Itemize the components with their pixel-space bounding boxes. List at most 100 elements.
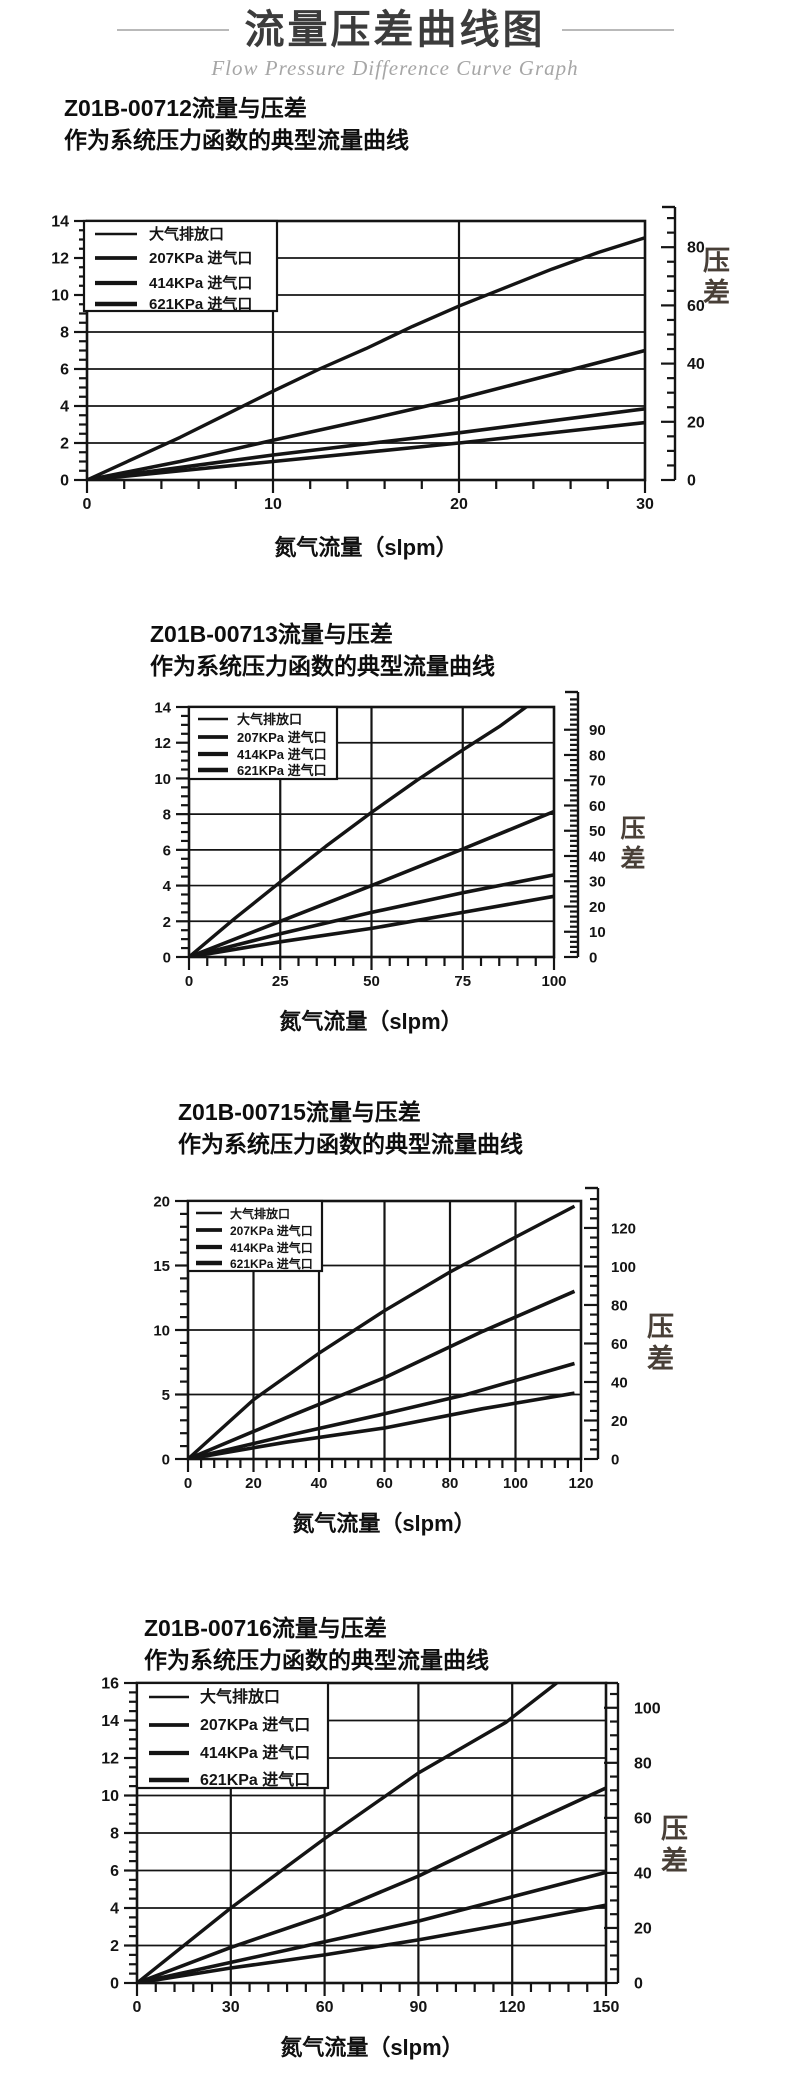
- svg-text:10: 10: [101, 1788, 119, 1805]
- svg-text:20: 20: [153, 1194, 170, 1211]
- chart2-subtitle: 作为系统压力函数的典型流量曲线: [150, 653, 495, 679]
- svg-text:0: 0: [634, 1976, 643, 1993]
- chart3-subtitle: 作为系统压力函数的典型流量曲线: [178, 1131, 523, 1157]
- svg-text:50: 50: [589, 823, 606, 840]
- svg-text:4: 4: [60, 399, 69, 416]
- svg-text:8: 8: [163, 807, 171, 824]
- svg-text:大气排放口: 大气排放口: [230, 1206, 290, 1221]
- svg-text:70: 70: [589, 773, 606, 790]
- svg-text:621KPa 进气口: 621KPa 进气口: [230, 1256, 313, 1271]
- chart3-title: Z01B-00715流量与压差: [178, 1099, 421, 1125]
- svg-text:120: 120: [499, 1999, 526, 2016]
- svg-text:2: 2: [110, 1938, 119, 1955]
- svg-text:40: 40: [589, 848, 606, 865]
- svg-text:30: 30: [222, 1999, 240, 2016]
- chart4-subtitle: 作为系统压力函数的典型流量曲线: [144, 1647, 489, 1673]
- chart1-x-axis-caption: 氮气流量（slpm）: [274, 535, 458, 560]
- svg-text:100: 100: [503, 1475, 528, 1492]
- svg-text:0: 0: [687, 473, 696, 490]
- svg-text:414KPa 进气口: 414KPa 进气口: [237, 747, 327, 762]
- svg-text:16: 16: [101, 1676, 119, 1693]
- svg-text:20: 20: [450, 496, 468, 513]
- svg-text:80: 80: [634, 1755, 652, 1772]
- svg-text:120: 120: [611, 1220, 636, 1237]
- svg-text:5: 5: [162, 1387, 170, 1404]
- svg-text:40: 40: [611, 1374, 628, 1391]
- svg-text:0: 0: [163, 950, 171, 967]
- svg-text:0: 0: [589, 950, 597, 967]
- header-rule-left: [116, 29, 229, 31]
- chart2-title-block: Z01B-00713流量与压差 作为系统压力函数的典型流量曲线: [150, 618, 495, 682]
- chart2-title: Z01B-00713流量与压差: [150, 621, 393, 647]
- svg-text:414KPa 进气口: 414KPa 进气口: [149, 274, 252, 292]
- svg-text:60: 60: [611, 1336, 628, 1353]
- svg-text:0: 0: [110, 1976, 119, 1993]
- svg-text:30: 30: [636, 496, 654, 513]
- svg-text:10: 10: [153, 1323, 170, 1340]
- svg-text:2: 2: [163, 914, 171, 931]
- svg-text:100: 100: [634, 1700, 661, 1717]
- page-title: 流量压差曲线图: [244, 8, 546, 52]
- svg-text:621KPa 进气口: 621KPa 进气口: [200, 1770, 310, 1789]
- svg-text:0: 0: [185, 973, 193, 990]
- svg-text:60: 60: [316, 1999, 334, 2016]
- chart1-title: Z01B-00712流量与压差: [64, 95, 307, 121]
- svg-text:0: 0: [60, 473, 69, 490]
- svg-text:0: 0: [162, 1452, 170, 1469]
- svg-text:2: 2: [60, 436, 69, 453]
- svg-text:12: 12: [154, 735, 171, 752]
- page-subtitle: Flow Pressure Difference Curve Graph: [211, 56, 579, 80]
- svg-text:0: 0: [83, 496, 92, 513]
- svg-text:6: 6: [60, 362, 69, 379]
- svg-text:120: 120: [568, 1475, 593, 1492]
- svg-text:20: 20: [245, 1475, 262, 1492]
- svg-text:414KPa 进气口: 414KPa 进气口: [200, 1743, 310, 1762]
- svg-text:80: 80: [589, 747, 606, 764]
- header-rule-right: [561, 29, 674, 31]
- svg-text:0: 0: [184, 1475, 192, 1492]
- svg-text:207KPa 进气口: 207KPa 进气口: [149, 249, 252, 267]
- svg-text:12: 12: [101, 1751, 119, 1768]
- chart3-title-block: Z01B-00715流量与压差 作为系统压力函数的典型流量曲线: [178, 1096, 523, 1160]
- svg-text:100: 100: [541, 973, 566, 990]
- page-header: 流量压差曲线图 Flow Pressure Difference Curve G…: [0, 6, 790, 81]
- svg-text:60: 60: [589, 798, 606, 815]
- svg-text:80: 80: [611, 1297, 628, 1314]
- chart1-title-block: Z01B-00712流量与压差 作为系统压力函数的典型流量曲线: [64, 92, 409, 156]
- svg-text:0: 0: [611, 1452, 619, 1469]
- svg-text:621KPa 进气口: 621KPa 进气口: [237, 763, 327, 778]
- svg-text:60: 60: [634, 1810, 652, 1827]
- svg-text:6: 6: [163, 842, 171, 859]
- svg-text:0: 0: [133, 1999, 142, 2016]
- svg-text:12: 12: [51, 251, 69, 268]
- svg-text:60: 60: [376, 1475, 393, 1492]
- svg-text:414KPa 进气口: 414KPa 进气口: [230, 1240, 313, 1255]
- svg-text:50: 50: [363, 973, 380, 990]
- svg-text:80: 80: [687, 240, 705, 257]
- chart4-title-block: Z01B-00716流量与压差 作为系统压力函数的典型流量曲线: [144, 1612, 489, 1676]
- svg-text:8: 8: [110, 1826, 119, 1843]
- svg-text:621KPa 进气口: 621KPa 进气口: [149, 295, 252, 313]
- chart4-x-axis-caption: 氮气流量（slpm）: [280, 2035, 464, 2060]
- svg-text:90: 90: [410, 1999, 428, 2016]
- svg-text:20: 20: [589, 899, 606, 916]
- svg-text:90: 90: [589, 722, 606, 739]
- svg-text:207KPa 进气口: 207KPa 进气口: [237, 730, 327, 745]
- svg-text:6: 6: [110, 1863, 119, 1880]
- svg-text:14: 14: [101, 1713, 119, 1730]
- svg-text:150: 150: [593, 1999, 620, 2016]
- svg-text:大气排放口: 大气排放口: [149, 225, 224, 243]
- svg-text:75: 75: [454, 973, 471, 990]
- svg-text:大气排放口: 大气排放口: [237, 712, 302, 727]
- svg-text:15: 15: [153, 1258, 170, 1275]
- svg-text:40: 40: [634, 1865, 652, 1882]
- chart2-pressure-diff-label: 压差: [617, 815, 645, 875]
- svg-text:20: 20: [687, 414, 705, 431]
- svg-text:4: 4: [163, 878, 172, 895]
- svg-text:207KPa 进气口: 207KPa 进气口: [200, 1715, 310, 1734]
- svg-text:40: 40: [687, 356, 705, 373]
- svg-text:80: 80: [442, 1475, 459, 1492]
- svg-text:20: 20: [634, 1920, 652, 1937]
